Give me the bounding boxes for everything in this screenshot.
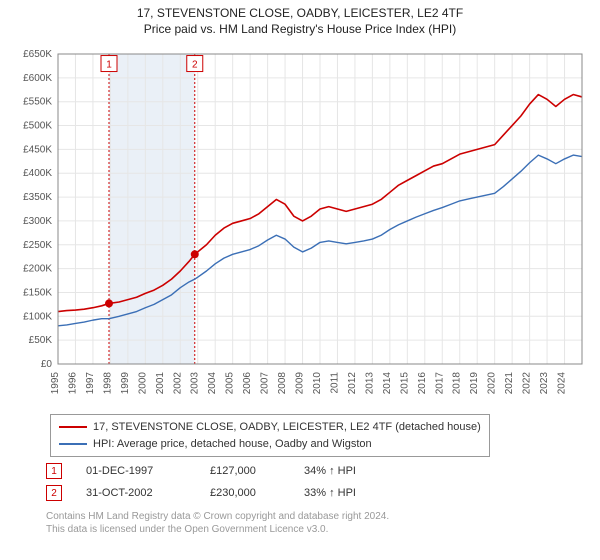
legend: 17, STEVENSTONE CLOSE, OADBY, LEICESTER,…	[50, 414, 490, 457]
svg-text:£400K: £400K	[23, 168, 52, 179]
marker-row: 2 31-OCT-2002 £230,000 33% ↑ HPI	[46, 482, 394, 504]
svg-text:2014: 2014	[382, 372, 393, 395]
svg-text:2006: 2006	[242, 372, 253, 395]
marker-number-box: 1	[46, 463, 62, 479]
legend-item: 17, STEVENSTONE CLOSE, OADBY, LEICESTER,…	[59, 419, 481, 436]
footnote-line: This data is licensed under the Open Gov…	[46, 523, 389, 536]
svg-text:1995: 1995	[50, 372, 61, 395]
svg-text:2016: 2016	[417, 372, 428, 395]
marker-date: 01-DEC-1997	[86, 465, 186, 477]
svg-text:£300K: £300K	[23, 216, 52, 227]
svg-text:2000: 2000	[137, 372, 148, 395]
marker-delta: 33% ↑ HPI	[304, 487, 394, 499]
svg-text:2007: 2007	[260, 372, 271, 395]
marker-delta: 34% ↑ HPI	[304, 465, 394, 477]
legend-swatch	[59, 426, 87, 428]
svg-text:£550K: £550K	[23, 97, 52, 108]
marker-number: 1	[51, 466, 57, 477]
svg-text:2023: 2023	[539, 372, 550, 395]
legend-label: 17, STEVENSTONE CLOSE, OADBY, LEICESTER,…	[93, 419, 481, 436]
marker-number: 2	[51, 488, 57, 499]
svg-text:£150K: £150K	[23, 287, 52, 298]
title-subtitle: Price paid vs. HM Land Registry's House …	[0, 22, 600, 38]
svg-text:2019: 2019	[469, 372, 480, 395]
svg-text:£100K: £100K	[23, 311, 52, 322]
svg-text:£450K: £450K	[23, 144, 52, 155]
svg-text:2022: 2022	[522, 372, 533, 395]
title-block: 17, STEVENSTONE CLOSE, OADBY, LEICESTER,…	[0, 0, 600, 37]
svg-text:2010: 2010	[312, 372, 323, 395]
chart-svg: £0 £50K £100K £150K £200K £250K £300K £350K £400…	[10, 44, 590, 404]
svg-text:£200K: £200K	[23, 264, 52, 275]
svg-text:1997: 1997	[85, 372, 96, 395]
marker-price: £127,000	[210, 465, 280, 477]
svg-text:1998: 1998	[102, 372, 113, 395]
svg-text:2004: 2004	[207, 372, 218, 395]
svg-text:2: 2	[192, 60, 198, 71]
footnote-line: Contains HM Land Registry data © Crown c…	[46, 510, 389, 523]
footnote: Contains HM Land Registry data © Crown c…	[46, 510, 389, 536]
legend-label: HPI: Average price, detached house, Oadb…	[93, 436, 372, 453]
svg-text:2005: 2005	[225, 372, 236, 395]
svg-text:2012: 2012	[347, 372, 358, 395]
svg-text:1: 1	[106, 60, 112, 71]
svg-text:2008: 2008	[277, 372, 288, 395]
svg-text:£50K: £50K	[29, 335, 53, 346]
page: 17, STEVENSTONE CLOSE, OADBY, LEICESTER,…	[0, 0, 600, 560]
svg-text:2015: 2015	[399, 372, 410, 395]
svg-text:2013: 2013	[364, 372, 375, 395]
legend-swatch	[59, 443, 87, 445]
marker-number-box: 2	[46, 485, 62, 501]
svg-text:£500K: £500K	[23, 121, 52, 132]
svg-text:2009: 2009	[295, 372, 306, 395]
svg-text:1999: 1999	[120, 372, 131, 395]
svg-text:2018: 2018	[452, 372, 463, 395]
svg-text:2021: 2021	[504, 372, 515, 395]
marker-price: £230,000	[210, 487, 280, 499]
marker-table: 1 01-DEC-1997 £127,000 34% ↑ HPI 2 31-OC…	[46, 460, 394, 504]
svg-text:1996: 1996	[67, 372, 78, 395]
svg-text:2002: 2002	[172, 372, 183, 395]
marker-date: 31-OCT-2002	[86, 487, 186, 499]
svg-text:2003: 2003	[190, 372, 201, 395]
svg-text:£600K: £600K	[23, 73, 52, 84]
chart: £0 £50K £100K £150K £200K £250K £300K £350K £400…	[10, 44, 590, 404]
svg-text:2020: 2020	[487, 372, 498, 395]
svg-text:2017: 2017	[434, 372, 445, 395]
legend-item: HPI: Average price, detached house, Oadb…	[59, 436, 481, 453]
svg-text:£0: £0	[41, 359, 53, 370]
svg-text:£250K: £250K	[23, 240, 52, 251]
svg-text:2024: 2024	[557, 372, 568, 395]
svg-text:2011: 2011	[329, 372, 340, 394]
svg-text:2001: 2001	[155, 372, 166, 395]
marker-row: 1 01-DEC-1997 £127,000 34% ↑ HPI	[46, 460, 394, 482]
title-address: 17, STEVENSTONE CLOSE, OADBY, LEICESTER,…	[0, 6, 600, 22]
svg-text:£650K: £650K	[23, 49, 52, 60]
svg-text:£350K: £350K	[23, 192, 52, 203]
